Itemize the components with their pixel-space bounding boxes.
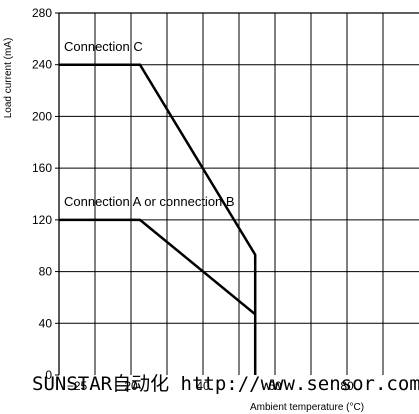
y-tick-label-6: 240 <box>32 58 52 72</box>
y-tick-label-3: 120 <box>32 213 52 227</box>
x-tick-labels: −25 20 40 60 80 <box>67 379 354 393</box>
y-tick-label-0: 0 <box>45 368 52 382</box>
x-tick-label-0: −25 <box>67 379 88 393</box>
series-line-0 <box>59 63 257 375</box>
series-label-1: Connection A or connection B <box>64 194 235 209</box>
plot-frame <box>58 12 419 375</box>
series-label-0: Connection C <box>64 39 143 54</box>
y-axis-label: Load current (mA) <box>3 38 14 119</box>
y-tick-label-5: 200 <box>32 109 52 123</box>
x-axis-label: Ambient temperature (°C) <box>250 402 364 413</box>
x-tick-label-3: 60 <box>268 379 282 393</box>
y-tick-label-2: 80 <box>39 265 53 279</box>
series-labels: Connection C Connection A or connection B <box>64 39 235 209</box>
y-tick-label-1: 40 <box>39 316 53 330</box>
series-line-1 <box>59 218 256 316</box>
x-tick-label-4: 80 <box>340 379 354 393</box>
y-tick-labels: 0 40 80 120 160 200 240 280 <box>32 6 59 382</box>
x-tick-label-2: 40 <box>196 379 210 393</box>
watermark-text: SUNSTAR自动化 http://www.sensor.com <box>32 373 419 395</box>
series-lines <box>59 63 257 375</box>
y-tick-label-7: 280 <box>32 6 52 20</box>
y-tick-label-4: 160 <box>32 161 52 175</box>
x-tick-label-1: 20 <box>124 379 138 393</box>
